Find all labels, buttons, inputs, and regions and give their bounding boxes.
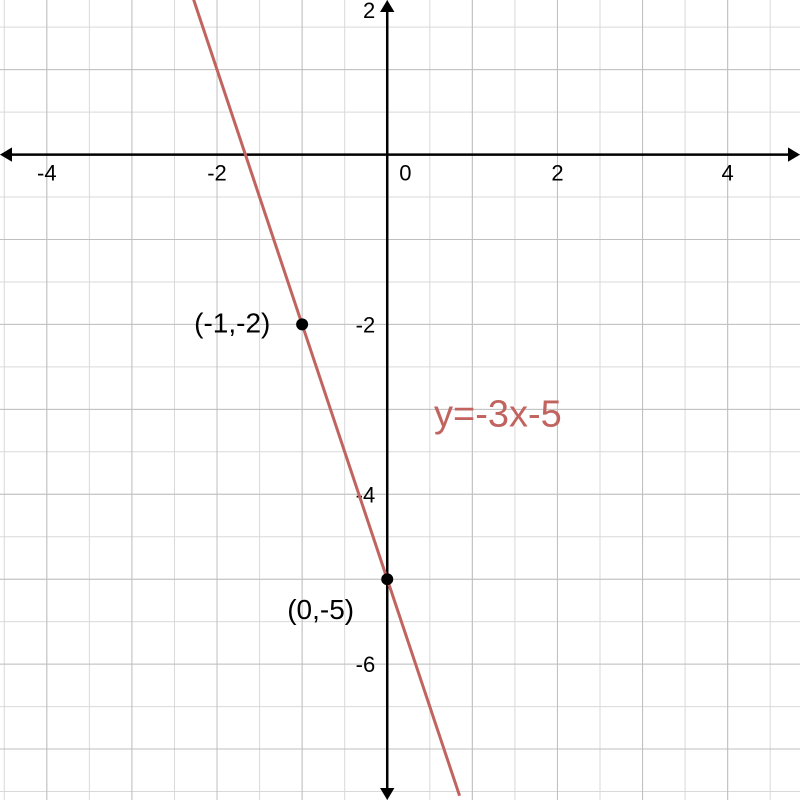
point-label: (0,-5)	[287, 594, 354, 625]
x-tick-label: -2	[207, 161, 227, 186]
data-point	[381, 573, 393, 585]
x-tick-label: 4	[722, 161, 734, 186]
coordinate-plane-chart: -4-224-6-4-202(-1,-2)(0,-5)y=-3x-5	[0, 0, 800, 800]
y-tick-label: -6	[356, 652, 376, 677]
equation-label: y=-3x-5	[434, 393, 562, 435]
data-point	[296, 318, 308, 330]
origin-label: 0	[399, 161, 411, 186]
x-tick-label: 2	[551, 161, 563, 186]
y-tick-label: 2	[363, 0, 375, 23]
y-tick-label: -2	[356, 312, 376, 337]
graph-svg: -4-224-6-4-202(-1,-2)(0,-5)y=-3x-5	[0, 0, 800, 800]
chart-background	[0, 0, 800, 800]
x-tick-label: -4	[37, 161, 57, 186]
point-label: (-1,-2)	[194, 307, 270, 338]
